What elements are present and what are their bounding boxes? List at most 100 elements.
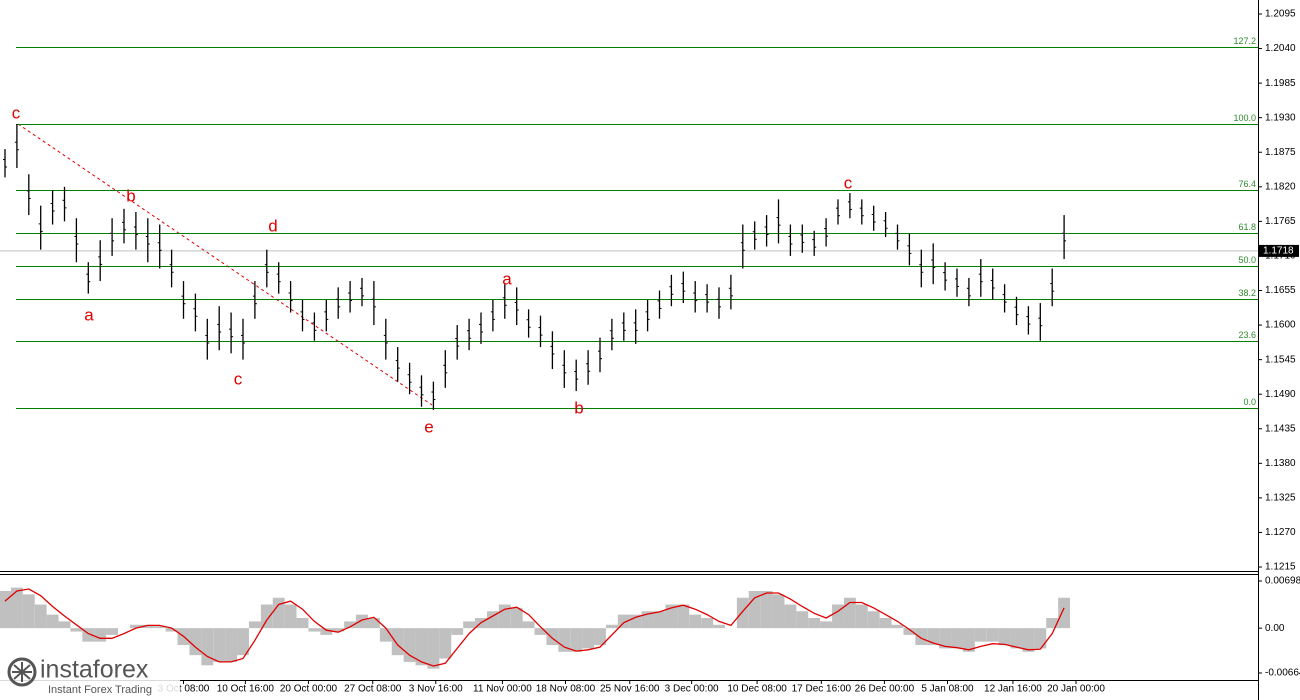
x-tick-label: 3 Nov 16:00 bbox=[409, 684, 463, 695]
fib-label: 127.2 bbox=[1233, 36, 1256, 46]
histogram-bar bbox=[403, 628, 416, 662]
histogram-bar bbox=[594, 628, 606, 646]
histogram-bar bbox=[272, 597, 285, 629]
watermark: instaforex Instant Forex Trading bbox=[0, 655, 180, 700]
histogram-bar bbox=[391, 628, 404, 656]
histogram-bar bbox=[1046, 618, 1059, 629]
y-tick-label: 1.1490 bbox=[1265, 389, 1296, 400]
wave-label: a bbox=[84, 305, 94, 324]
histogram-bar bbox=[605, 624, 618, 629]
wave-label: a bbox=[502, 269, 512, 288]
wave-label: b bbox=[574, 398, 583, 417]
y-tick-label: 1.1435 bbox=[1265, 423, 1296, 434]
histogram-bar bbox=[903, 628, 916, 635]
y-tick-label: 1.2095 bbox=[1265, 9, 1296, 20]
histogram-bar bbox=[22, 594, 35, 629]
y-tick-label: 1.1270 bbox=[1265, 527, 1296, 538]
wave-label: c bbox=[12, 103, 21, 122]
histogram-bar bbox=[582, 628, 595, 649]
histogram-bar bbox=[94, 628, 107, 642]
histogram-bar bbox=[808, 618, 821, 629]
fib-label: 38.2 bbox=[1238, 288, 1256, 298]
histogram-bar bbox=[213, 628, 226, 662]
histogram-bar bbox=[677, 604, 690, 629]
brand-tagline: Instant Forex Trading bbox=[48, 684, 152, 696]
histogram-bar bbox=[308, 628, 321, 632]
histogram-bar bbox=[736, 597, 749, 629]
x-tick-label: 10 Dec 08:00 bbox=[727, 684, 787, 695]
x-tick-label: 5 Jan 08:00 bbox=[921, 684, 974, 695]
x-tick-label: 17 Dec 16:00 bbox=[792, 684, 852, 695]
histogram-bar bbox=[843, 597, 856, 629]
fib-label: 50.0 bbox=[1238, 255, 1256, 265]
histogram-bar bbox=[58, 621, 71, 629]
price-pane: 1.2095 1.2040 1.1985 1.1930 1.1875 1.1820 1.17… bbox=[0, 9, 1299, 695]
histogram-bar bbox=[784, 604, 797, 629]
histogram-bar bbox=[748, 590, 761, 629]
histogram-bar bbox=[760, 590, 773, 629]
histogram-bar bbox=[189, 628, 202, 656]
wave-label: c bbox=[844, 173, 853, 192]
y-tick-label: 1.1545 bbox=[1265, 354, 1296, 365]
histogram-bar bbox=[34, 604, 47, 629]
y-tick-label: 1.1765 bbox=[1265, 216, 1296, 227]
trend-line bbox=[17, 123, 433, 406]
x-tick-label: 12 Jan 16:00 bbox=[984, 684, 1042, 695]
histogram-bar bbox=[344, 621, 357, 629]
fib-label: 61.8 bbox=[1238, 222, 1256, 232]
y-tick-label: 0.00698 bbox=[1265, 576, 1300, 587]
x-tick-label: 27 Oct 08:00 bbox=[344, 684, 402, 695]
logo bbox=[7, 657, 37, 687]
histogram-bar bbox=[451, 628, 464, 635]
histogram-bar bbox=[689, 614, 702, 629]
y-tick-label: 0.00 bbox=[1265, 623, 1285, 634]
histogram-bar bbox=[332, 628, 345, 632]
histogram-bar bbox=[46, 614, 59, 629]
histogram-bar bbox=[165, 628, 178, 632]
y-tick-label: 1.1215 bbox=[1265, 562, 1296, 573]
histogram-bar bbox=[891, 624, 904, 629]
histogram-bar bbox=[998, 628, 1011, 646]
histogram-bar bbox=[201, 628, 214, 666]
histogram-bar bbox=[534, 628, 547, 635]
histogram-bar bbox=[260, 604, 273, 629]
histogram-bar bbox=[296, 618, 309, 629]
wave-label: e bbox=[424, 417, 433, 436]
x-tick-label: 20 Jan 00:00 bbox=[1047, 684, 1105, 695]
histogram-bar bbox=[546, 628, 559, 646]
histogram-bar bbox=[713, 624, 725, 629]
histogram-bar bbox=[1034, 628, 1047, 649]
histogram-bar bbox=[1010, 628, 1023, 649]
current-price-label: 1.1718 bbox=[1263, 246, 1294, 257]
histogram-bar bbox=[1022, 628, 1035, 652]
x-tick-label: 11 Nov 00:00 bbox=[473, 684, 532, 695]
histogram-bar bbox=[153, 626, 166, 629]
y-tick-label: 1.1820 bbox=[1265, 181, 1296, 192]
histogram-bar bbox=[141, 624, 154, 629]
histogram-bar bbox=[855, 604, 868, 629]
histogram-bar bbox=[962, 628, 975, 652]
x-tick-label: 10 Oct 16:00 bbox=[217, 684, 275, 695]
histogram-bar bbox=[617, 614, 630, 629]
current-price-box bbox=[1259, 244, 1299, 257]
histogram-bar bbox=[867, 611, 880, 629]
histogram-bar bbox=[820, 621, 833, 629]
histogram-bar bbox=[439, 628, 452, 659]
histogram-bar bbox=[356, 614, 368, 629]
histogram-bar bbox=[498, 604, 511, 629]
fib-label: 0.0 bbox=[1243, 397, 1256, 407]
indicator-pane: 0.00698 0.00 -0.00664 bbox=[0, 576, 1300, 679]
histogram-bar bbox=[106, 628, 119, 635]
y-tick-label: 1.1325 bbox=[1265, 493, 1296, 504]
histogram-bar bbox=[796, 611, 809, 629]
wave-label: d bbox=[268, 216, 277, 235]
logo bbox=[12, 662, 32, 682]
histogram-bar bbox=[951, 628, 963, 649]
histogram-bar bbox=[427, 628, 440, 669]
fib-label: 76.4 bbox=[1238, 179, 1256, 189]
histogram-bar bbox=[463, 621, 476, 629]
y-tick-label: 1.1655 bbox=[1265, 285, 1296, 296]
